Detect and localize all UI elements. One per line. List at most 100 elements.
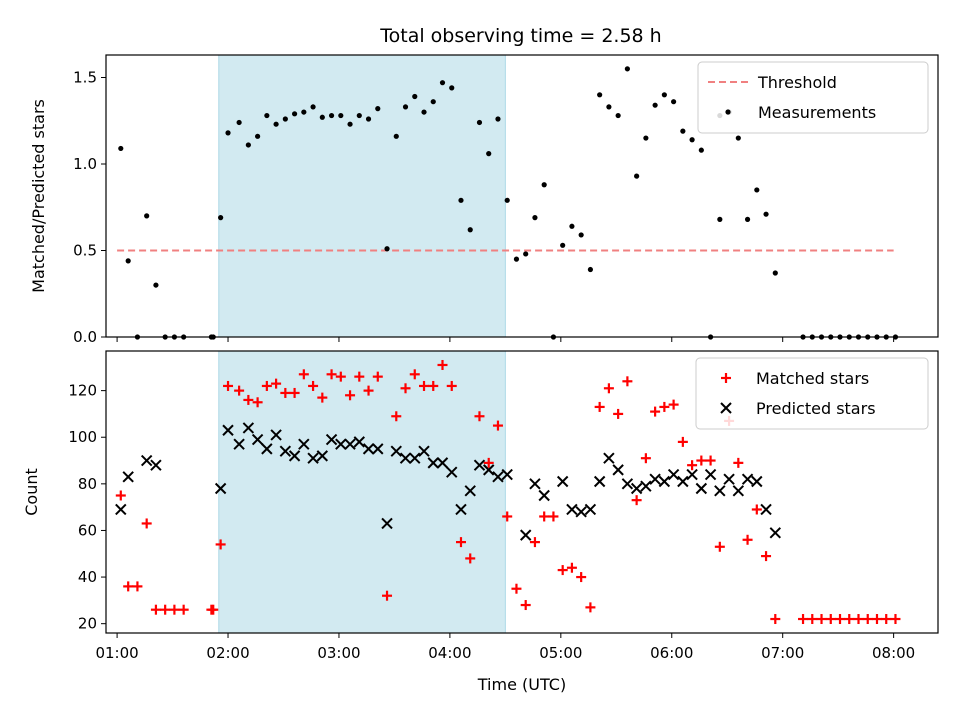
predicted-point [381,517,393,530]
measurement-point [652,102,658,108]
measurement-point [763,211,769,217]
matched-point [566,562,577,573]
top-y-ticks: 0.0 0.5 1.0 1.5 [73,68,106,346]
top-panel: 0.0 0.5 1.0 1.5 Matched/Predicted stars Thr… [29,54,939,346]
matched-point [446,380,457,391]
matched-point [382,590,393,601]
predicted-point [362,443,375,455]
predicted-point [732,485,745,497]
matched-point [613,408,624,419]
measurement-point [458,197,464,203]
measurement-point [393,133,399,139]
y-tick-label: 100 [68,428,97,446]
measurement-point [541,182,547,188]
matched-point [696,455,707,466]
bottom-y-axis-label: Count [22,468,41,516]
predicted-point [621,478,634,490]
observing-span [218,54,506,338]
predicted-point [640,480,652,492]
predicted-point [501,468,513,481]
matched-point [132,581,143,592]
matched-point [345,390,356,401]
predicted-point [298,438,310,450]
matched-point [622,376,633,387]
measurement-point [328,112,335,119]
bottom-legend: Matched stars Predicted stars [695,357,929,430]
y-tick-label: 1.0 [73,155,97,173]
measurement-point [661,92,667,98]
y-tick-label: 60 [78,521,97,539]
measurement-point [560,242,566,248]
predicted-point [222,424,234,436]
predicted-point [446,466,458,478]
predicted-point [704,468,717,481]
predicted-point [261,443,273,455]
matched-point [115,490,126,501]
matched-stars-series [115,359,901,625]
y-tick-label: 20 [78,615,97,633]
x-tick-label: 03:00 [317,644,360,662]
predicted-point [566,503,578,516]
measurement-point [569,223,575,229]
matched-point [492,420,503,431]
matched-point [853,614,864,625]
matched-point [150,604,161,615]
predicted-point [390,445,402,457]
x-tick-label: 05:00 [539,644,582,662]
measurement-point [255,133,261,139]
measurement-point [273,121,279,127]
predicted-point [150,459,162,471]
measurement-point [319,114,325,120]
predicted-point [584,503,597,516]
matched-point [363,385,374,396]
predicted-point [399,452,412,464]
matched-point [428,380,439,391]
matched-point [807,614,818,625]
bottom-x-ticks: 01:00 02:00 03:00 04:00 05:00 06:00 07:00 08:00 [95,633,915,662]
matched-point [178,604,189,615]
predicted-point [667,468,680,481]
matched-point [871,614,882,625]
predicted-point [492,471,504,483]
bottom-highlight-span [218,350,506,634]
matched-point [650,406,661,417]
matched-point [502,511,513,522]
measurement-point [689,137,695,143]
measurement-point [486,151,492,157]
predicted-point [658,475,671,488]
top-y-axis-label: Matched/Predicted stars [29,99,48,293]
matched-point [483,457,494,468]
matched-point [631,495,642,506]
measurement-point [153,282,159,288]
measurement-point [449,85,455,91]
x-axis-label: Time (UTC) [477,675,566,694]
predicted-point [214,482,227,495]
matched-point [234,385,245,396]
measurement-point [772,270,778,276]
x-tick-label: 04:00 [428,644,471,662]
predicted-point [473,459,486,471]
matched-point [844,614,855,625]
matched-point [326,369,337,380]
y-tick-label: 1.5 [73,68,97,86]
measurement-point [402,104,409,110]
legend-box [697,61,929,134]
matched-point [160,604,171,615]
y-tick-label: 40 [78,568,97,586]
matched-point [557,565,568,576]
measurement-point [291,111,298,117]
x-tick-label: 07:00 [761,644,804,662]
x-tick-label: 08:00 [872,644,915,662]
measurement-point [365,116,372,122]
measurement-point [597,92,603,98]
predicted-point [603,452,615,464]
measurement-point [118,145,124,152]
y-tick-label: 120 [68,382,97,400]
matched-point [687,460,698,471]
predicted-point [760,503,772,516]
matched-point [372,371,383,382]
matched-point [169,604,180,615]
matched-point [141,518,152,529]
matched-point [585,602,596,613]
matched-point [252,397,263,408]
